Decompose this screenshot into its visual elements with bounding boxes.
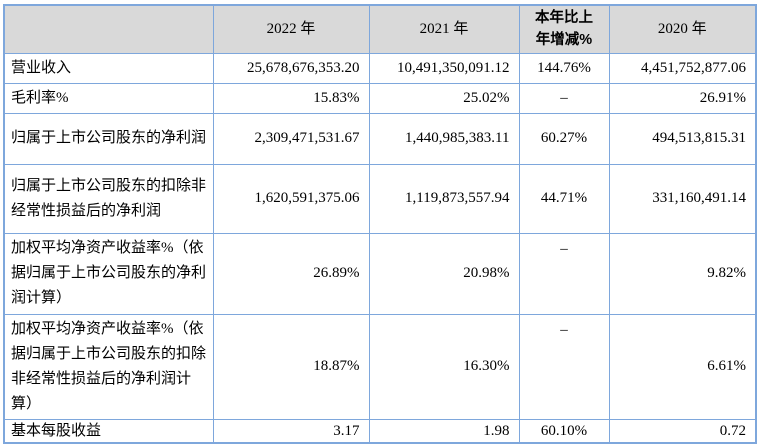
- column-header-2021: 2021 年: [368, 4, 520, 54]
- row-label: 归属于上市公司股东的净利润: [3, 112, 214, 165]
- table-row-roe-deducted: 加权平均净资产收益率%（依据归属于上市公司股东的扣除非经常性损益后的净利润计算）…: [3, 313, 757, 420]
- table-row-net-profit-deducted: 归属于上市公司股东的扣除非经常性损益后的净利润 1,620,591,375.06…: [3, 163, 757, 234]
- value-change: –: [518, 313, 610, 420]
- value-2021: 1,440,985,383.11: [368, 112, 520, 165]
- value-2020: 4,451,752,877.06: [608, 52, 757, 84]
- value-2021: 10,491,350,091.12: [368, 52, 520, 84]
- value-2021: 1.98: [368, 418, 520, 443]
- row-label: 毛利率%: [3, 82, 214, 114]
- value-2020: 26.91%: [608, 82, 757, 114]
- value-2022: 26.89%: [212, 232, 370, 315]
- table-row-roe: 加权平均净资产收益率%（依据归属于上市公司股东的净利润计算） 26.89% 20…: [3, 232, 757, 315]
- column-header-change: 本年比上年增减%: [518, 4, 610, 54]
- value-change: –: [518, 232, 610, 315]
- value-2021: 20.98%: [368, 232, 520, 315]
- row-label: 基本每股收益: [3, 418, 214, 443]
- row-label: 加权平均净资产收益率%（依据归属于上市公司股东的净利润计算）: [3, 232, 214, 315]
- value-2022: 15.83%: [212, 82, 370, 114]
- table-row-eps: 基本每股收益 3.17 1.98 60.10% 0.72: [3, 418, 757, 443]
- table-row-net-profit: 归属于上市公司股东的净利润 2,309,471,531.67 1,440,985…: [3, 112, 757, 165]
- value-2021: 25.02%: [368, 82, 520, 114]
- column-header-2020: 2020 年: [608, 4, 757, 54]
- value-2021: 1,119,873,557.94: [368, 163, 520, 234]
- table-row-gross-margin: 毛利率% 15.83% 25.02% – 26.91%: [3, 82, 757, 114]
- value-2021: 16.30%: [368, 313, 520, 420]
- row-label: 加权平均净资产收益率%（依据归属于上市公司股东的扣除非经常性损益后的净利润计算）: [3, 313, 214, 420]
- value-2020: 331,160,491.14: [608, 163, 757, 234]
- column-header-blank: [3, 4, 214, 54]
- row-label: 归属于上市公司股东的扣除非经常性损益后的净利润: [3, 163, 214, 234]
- value-2022: 18.87%: [212, 313, 370, 420]
- value-2020: 0.72: [608, 418, 757, 443]
- value-change: 60.27%: [518, 112, 610, 165]
- value-change: –: [518, 82, 610, 114]
- value-2020: 6.61%: [608, 313, 757, 420]
- value-2022: 1,620,591,375.06: [212, 163, 370, 234]
- value-change: 60.10%: [518, 418, 610, 443]
- value-change: 144.76%: [518, 52, 610, 84]
- value-2020: 494,513,815.31: [608, 112, 757, 165]
- financial-results-table: 2022 年 2021 年 本年比上年增减% 2020 年 营业收入 25,67…: [3, 4, 757, 444]
- value-2020: 9.82%: [608, 232, 757, 315]
- table-header-row: 2022 年 2021 年 本年比上年增减% 2020 年: [3, 4, 757, 54]
- table-row-revenue: 营业收入 25,678,676,353.20 10,491,350,091.12…: [3, 52, 757, 84]
- row-label: 营业收入: [3, 52, 214, 84]
- value-2022: 2,309,471,531.67: [212, 112, 370, 165]
- value-2022: 3.17: [212, 418, 370, 443]
- value-2022: 25,678,676,353.20: [212, 52, 370, 84]
- value-change: 44.71%: [518, 163, 610, 234]
- column-header-2022: 2022 年: [212, 4, 370, 54]
